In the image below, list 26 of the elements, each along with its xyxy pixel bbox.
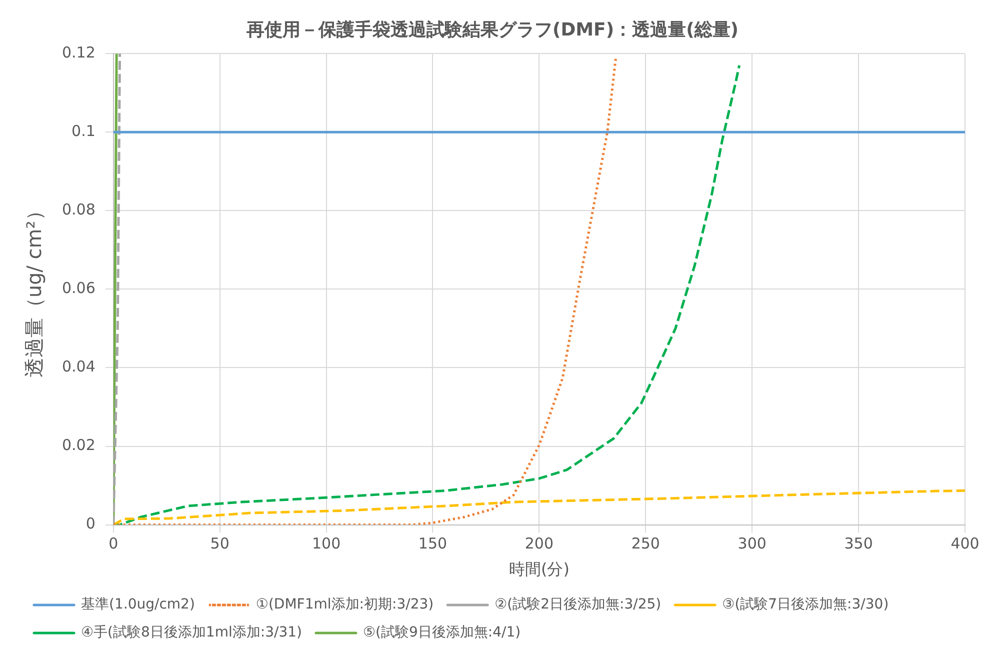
x-tick-label: 200 (524, 534, 554, 553)
legend-label: ③(試験7日後添加無:3/30) (722, 596, 889, 613)
chart-title: 再使用－保護手袋透過試験結果グラフ(DMF)：透過量(総量) (245, 19, 739, 40)
y-tick-label: 0 (86, 514, 96, 533)
x-tick-label: 50 (210, 534, 230, 553)
legend-label: ⑤(試験9日後添加無:4/1) (362, 624, 521, 641)
x-tick-label: 0 (108, 534, 118, 553)
x-axis-title: 時間(分) (508, 560, 570, 579)
x-tick-label: 350 (844, 534, 873, 553)
x-tick-label: 300 (738, 534, 766, 553)
y-axis-title: 透過量（ug/ cm²） (22, 200, 46, 378)
y-tick-label: 0.12 (62, 43, 96, 62)
x-tick-label: 150 (418, 534, 448, 553)
y-tick-label: 0.1 (72, 122, 96, 140)
y-tick-label: 0.06 (62, 279, 96, 298)
legend-label: ②(試験2日後添加無:3/25) (494, 596, 662, 613)
line-series (113, 56, 618, 525)
x-tick-label: 100 (312, 534, 341, 553)
legend-label: 基準(1.0ug/cm2) (81, 596, 195, 613)
legend-label: ①(DMF1ml添加:初期:3/23) (256, 596, 434, 613)
y-tick-label: 0.08 (62, 200, 96, 219)
y-tick-label: 0.04 (62, 358, 96, 376)
x-tick-label: 400 (950, 534, 980, 553)
x-tick-label: 250 (631, 534, 660, 553)
legend-label: ④手(試験8日後添加1ml添加:3/31) (81, 624, 302, 641)
y-tick-label: 0.02 (62, 436, 96, 454)
